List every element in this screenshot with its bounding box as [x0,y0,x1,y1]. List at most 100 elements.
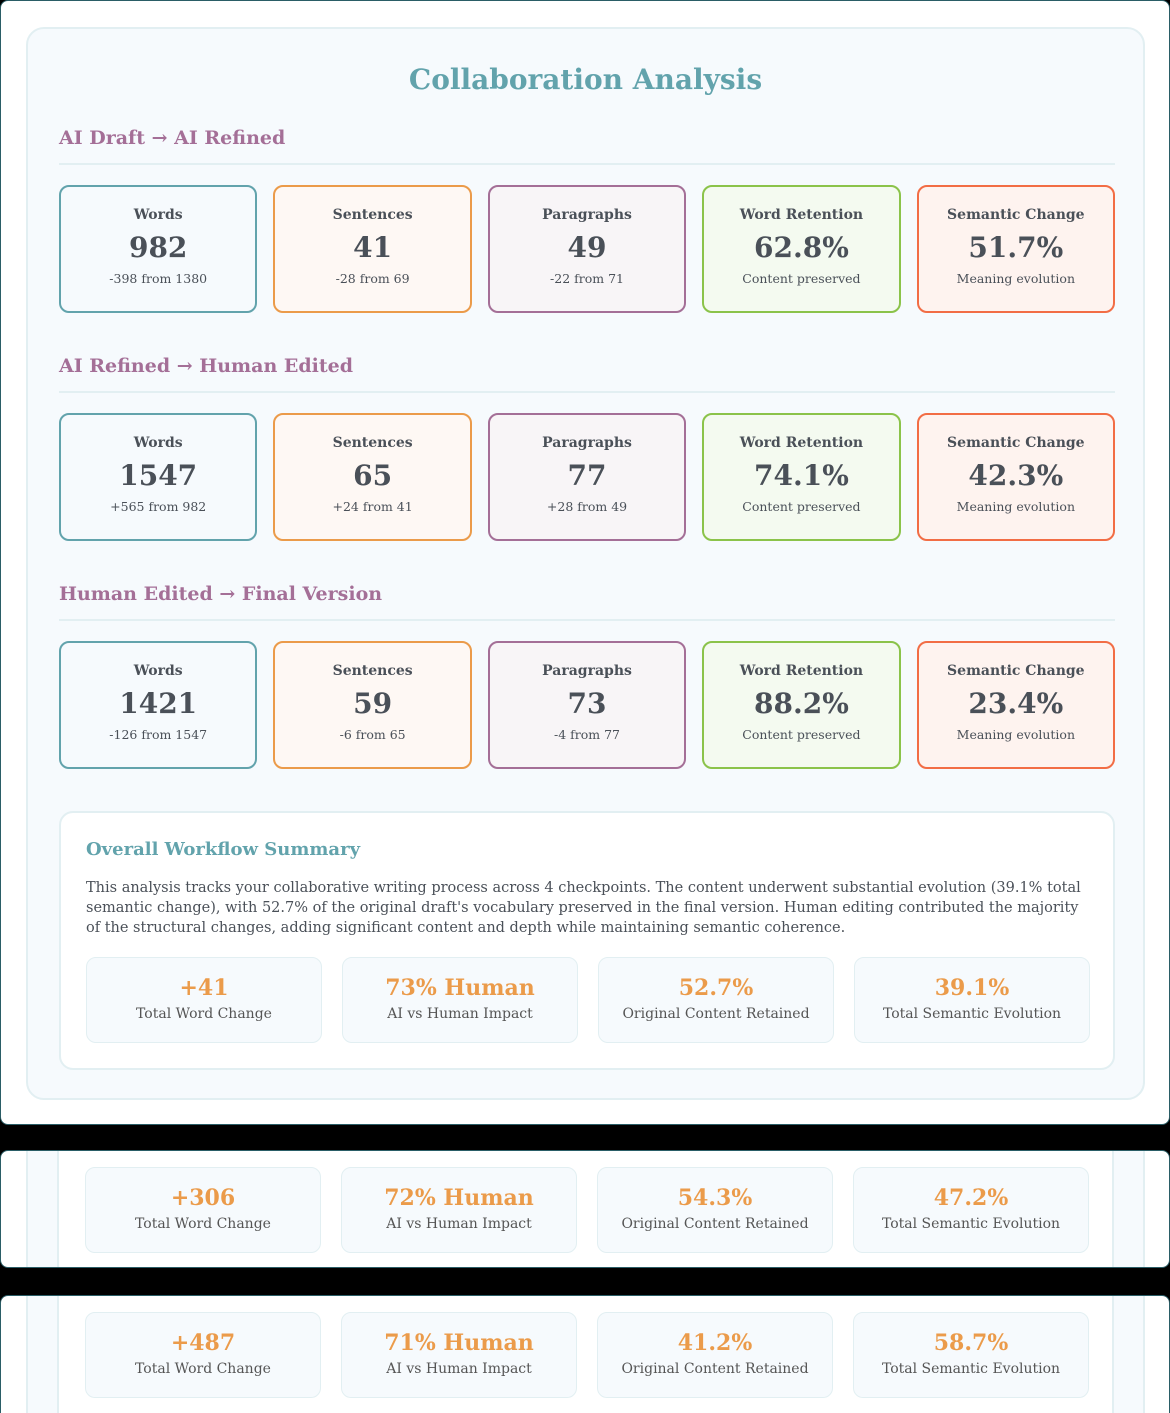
card-label: Paragraphs [542,663,632,679]
stat-label: Total Semantic Evolution [881,1216,1061,1232]
words-card: Words 1547 +565 from 982 [59,413,258,541]
semantic-change-card: Semantic Change 42.3% Meaning evolution [916,413,1116,541]
summary-stats: +487 Total Word Change 71% Human AI vs H… [85,1312,1089,1398]
semantic-change-card: Semantic Change 23.4% Meaning evolution [916,641,1116,769]
card-sub: +24 from 41 [332,499,413,514]
stat-value: 72% Human [384,1185,534,1211]
metrics-row-2: Words 1547 +565 from 982 Sentences 65 +2… [59,413,1116,541]
stat-value: 41.2% [677,1330,753,1356]
metrics-row-3: Words 1421 -126 from 1547 Sentences 59 -… [59,641,1116,769]
stat-value: 47.2% [933,1185,1009,1211]
paragraphs-card: Paragraphs 77 +28 from 49 [487,413,687,541]
paragraphs-card: Paragraphs 73 -4 from 77 [487,641,687,769]
card-label: Word Retention [739,663,864,679]
card-label: Word Retention [739,435,864,451]
card-sub: Content preserved [742,271,861,286]
card-label: Sentences [332,207,413,223]
card-value: 59 [353,687,393,720]
word-retention-card: Word Retention 62.8% Content preserved [702,185,901,313]
card-value: 982 [128,231,188,264]
card-sub: -6 from 65 [339,727,406,742]
card-sub: Content preserved [742,727,861,742]
panel-edge-right [1112,1151,1145,1267]
stat-ai-vs-human-impact: 73% Human AI vs Human Impact [342,957,578,1043]
stat-value: +487 [170,1330,236,1356]
card-sub: Meaning evolution [956,727,1075,742]
card-label: Words [133,435,183,451]
semantic-change-card: Semantic Change 51.7% Meaning evolution [916,185,1116,313]
card-sub: +28 from 49 [546,499,628,514]
card-sub: Meaning evolution [956,499,1075,514]
stat-value: 54.3% [677,1185,753,1211]
variant-strip-1: +306 Total Word Change 72% Human AI vs H… [0,1150,1170,1268]
card-sub: -398 from 1380 [109,271,208,286]
card-label: Sentences [332,435,413,451]
stat-label: Original Content Retained [622,1006,810,1022]
stat-total-semantic-evolution: 58.7% Total Semantic Evolution [853,1312,1089,1398]
card-value: 23.4% [968,687,1064,720]
stat-total-word-change: +487 Total Word Change [85,1312,321,1398]
card-label: Semantic Change [947,207,1085,223]
stat-label: AI vs Human Impact [387,1006,533,1022]
card-value: 41 [353,231,393,264]
stat-value: 71% Human [384,1330,534,1356]
stat-label: Total Semantic Evolution [882,1006,1062,1022]
words-card: Words 982 -398 from 1380 [59,185,258,313]
stat-total-semantic-evolution: 47.2% Total Semantic Evolution [853,1167,1089,1253]
collaboration-analysis-panel: Collaboration Analysis AI Draft → AI Ref… [26,27,1145,1100]
stat-total-semantic-evolution: 39.1% Total Semantic Evolution [854,957,1090,1043]
card-value: 62.8% [754,231,849,264]
word-retention-card: Word Retention 74.1% Content preserved [702,413,901,541]
stat-label: Total Semantic Evolution [881,1361,1061,1377]
card-label: Word Retention [739,207,864,223]
stat-original-content-retained: 41.2% Original Content Retained [597,1312,833,1398]
metrics-row-1: Words 982 -398 from 1380 Sentences 41 -2… [59,185,1116,313]
card-value: 1421 [119,687,198,720]
word-retention-card: Word Retention 88.2% Content preserved [702,641,901,769]
card-value: 51.7% [968,231,1064,264]
stat-value: 52.7% [678,975,754,1001]
stat-label: AI vs Human Impact [386,1216,532,1232]
card-label: Paragraphs [542,435,632,451]
stat-label: Total Word Change [135,1361,271,1377]
card-sub: Content preserved [742,499,861,514]
card-value: 42.3% [968,459,1064,492]
stat-value: +41 [179,975,229,1001]
stat-label: AI vs Human Impact [386,1361,532,1377]
page-title: Collaboration Analysis [408,63,763,96]
panel-edge-left [26,1296,59,1413]
card-sub: -126 from 1547 [109,727,208,742]
stat-ai-vs-human-impact: 71% Human AI vs Human Impact [341,1312,577,1398]
stat-total-word-change: +41 Total Word Change [86,957,322,1043]
stat-total-word-change: +306 Total Word Change [85,1167,321,1253]
words-card: Words 1421 -126 from 1547 [59,641,258,769]
main-window: Collaboration Analysis AI Draft → AI Ref… [0,0,1170,1125]
stat-label: Original Content Retained [621,1361,809,1377]
card-value: 49 [567,231,607,264]
card-value: 77 [567,459,607,492]
variant-strip-2: +487 Total Word Change 71% Human AI vs H… [0,1295,1170,1413]
stat-original-content-retained: 52.7% Original Content Retained [598,957,834,1043]
panel-edge-left [26,1151,59,1267]
summary-text: This analysis tracks your collaborative … [86,880,1081,936]
card-sub: -4 from 77 [554,727,621,742]
card-value: 74.1% [754,459,849,492]
card-label: Sentences [332,663,413,679]
section-title-ai-draft-to-ai-refined: AI Draft → AI Refined [59,127,1115,165]
card-value: 65 [353,459,393,492]
sentences-card: Sentences 65 +24 from 41 [273,413,472,541]
card-label: Semantic Change [947,435,1085,451]
summary-stats: +306 Total Word Change 72% Human AI vs H… [85,1167,1089,1253]
sentences-card: Sentences 59 -6 from 65 [273,641,472,769]
card-sub: +565 from 982 [110,499,207,514]
stat-value: +306 [170,1185,236,1211]
card-value: 73 [567,687,607,720]
sentences-card: Sentences 41 -28 from 69 [273,185,472,313]
stat-value: 58.7% [933,1330,1009,1356]
card-sub: -28 from 69 [335,271,410,286]
summary-stats: +41 Total Word Change 73% Human AI vs Hu… [86,957,1090,1043]
card-sub: -22 from 71 [550,271,624,286]
summary-title: Overall Workflow Summary [86,839,361,860]
card-label: Words [133,663,183,679]
card-label: Words [133,207,183,223]
